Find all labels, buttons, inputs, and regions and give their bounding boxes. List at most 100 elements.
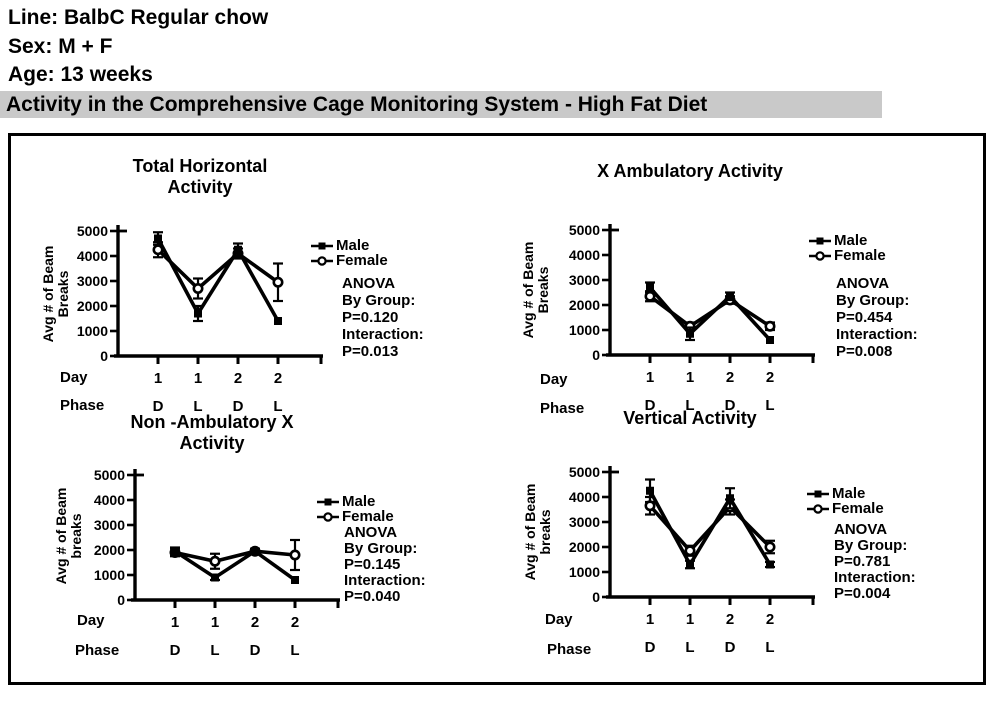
legend-female-row: Female: [310, 252, 388, 269]
legend-male-label: Male: [832, 485, 866, 502]
anova-interaction-p: P=0.013: [342, 343, 399, 360]
chart1-y-axis-label: Avg # of Beam Breaks: [40, 246, 71, 343]
y-tick-label: 5000: [94, 467, 125, 483]
female-marker-icon: [809, 250, 831, 261]
anova-interaction-p: P=0.040: [344, 588, 401, 605]
female-point-marker: [209, 555, 221, 567]
chart1-phase-row-label: Phase: [60, 397, 105, 414]
legend-female-label: Female: [832, 500, 884, 517]
phase-value: D: [170, 642, 181, 659]
y-tick-label: 2000: [94, 542, 125, 558]
series-line: [174, 549, 296, 564]
anova-group-label: By Group:: [834, 537, 908, 554]
anova-group-label: By Group:: [836, 292, 910, 309]
female-point-marker: [192, 283, 204, 295]
y-tick-label: 3000: [569, 272, 600, 288]
legend-male-row: Male: [310, 237, 388, 254]
chart3-plot: 0 1000 2000 3000 4000 5000 1 1 2 2 D L D L: [94, 467, 340, 659]
header-line-label: Line: BalbC Regular chow: [8, 6, 269, 29]
y-tick-label: 0: [117, 592, 125, 608]
chart4-legend: Male Female: [806, 485, 884, 517]
chart2-phase-row-label: Phase: [540, 400, 585, 417]
legend-male-label: Male: [336, 237, 370, 254]
phase-value: L: [273, 398, 282, 415]
male-point-marker: [251, 547, 259, 556]
chart2-anova-block: ANOVA By Group: P=0.454 Interaction: P=0…: [836, 275, 918, 360]
y-tick-label: 3000: [569, 514, 600, 530]
legend-male-row: Male: [806, 485, 884, 502]
phase-value: D: [725, 639, 736, 656]
chart3-day-row-label: Day: [77, 612, 105, 629]
legend-female-label: Female: [834, 247, 886, 264]
chart2-day-row-label: Day: [540, 371, 568, 388]
chart3-title-line: Activity: [179, 433, 245, 453]
y-tick-label: 4000: [77, 248, 108, 264]
y-axis-label-line: breaks: [537, 509, 553, 555]
male-point-marker: [646, 486, 654, 495]
series-line: [648, 489, 772, 569]
y-tick-label: 1000: [569, 564, 600, 580]
header-sex-label: Sex: M + F: [8, 35, 113, 58]
anova-group-p: P=0.120: [342, 309, 399, 326]
anova-interaction-label: Interaction:: [344, 572, 426, 589]
female-marker-icon: [317, 511, 339, 522]
day-value: 2: [274, 370, 282, 387]
chart2-legend: Male Female: [808, 232, 886, 264]
chart4-anova-block: ANOVA By Group: P=0.781 Interaction: P=0…: [834, 522, 916, 602]
male-point-marker: [726, 494, 734, 503]
legend-female-row: Female: [806, 500, 884, 517]
y-tick-label: 1000: [94, 567, 125, 583]
y-tick-label: 5000: [569, 464, 600, 480]
chart1-title-line: Activity: [167, 177, 233, 197]
series-line: [648, 286, 772, 342]
day-value: 1: [211, 614, 219, 631]
phase-value: L: [765, 397, 774, 414]
anova-heading: ANOVA: [342, 275, 396, 292]
chart2-plot: 0 1000 2000 3000 4000 5000 1 1 2 2 D L D L: [569, 222, 815, 414]
chart1-title: Total Horizontal Activity: [90, 156, 310, 198]
male-point-marker: [154, 234, 162, 243]
legend-male-label: Male: [342, 493, 376, 510]
anova-group-p: P=0.781: [834, 553, 891, 570]
male-point-marker: [291, 576, 299, 584]
y-axis-label-line: Avg # of Beam: [520, 241, 536, 339]
chart2-title: X Ambulatory Activity: [580, 161, 800, 182]
phase-value: L: [193, 398, 202, 415]
phase-value: L: [290, 642, 299, 659]
legend-female-label: Female: [336, 252, 388, 269]
male-point-marker: [686, 329, 694, 338]
anova-group-p: P=0.145: [344, 556, 401, 573]
anova-interaction-p: P=0.004: [834, 585, 891, 602]
anova-interaction-label: Interaction:: [834, 569, 916, 586]
anova-interaction-label: Interaction:: [342, 326, 424, 343]
y-axis-label-line: Avg # of Beam: [522, 483, 538, 581]
chart3-anova-block: ANOVA By Group: P=0.145 Interaction: P=0…: [344, 525, 426, 605]
anova-heading: ANOVA: [834, 521, 888, 538]
day-value: 2: [766, 611, 774, 628]
day-value: 2: [766, 369, 774, 386]
anova-heading: ANOVA: [344, 524, 398, 541]
anova-interaction-p: P=0.008: [836, 343, 893, 360]
male-marker-icon: [809, 237, 831, 244]
legend-male-row: Male: [316, 493, 394, 510]
male-marker-icon: [807, 490, 829, 497]
y-axis-label-line: Breaks: [535, 266, 551, 314]
y-tick-label: 4000: [94, 492, 125, 508]
y-tick-label: 2000: [569, 539, 600, 555]
male-point-marker: [766, 336, 774, 344]
day-value: 2: [251, 614, 259, 631]
chart4-y-axis-label: Avg # of Beam breaks: [522, 483, 553, 581]
chart1-title-line: Total Horizontal: [132, 156, 268, 176]
male-point-marker: [274, 317, 282, 325]
female-point-marker: [289, 549, 301, 561]
female-point-marker: [764, 541, 776, 553]
y-tick-label: 0: [592, 347, 600, 363]
female-marker-icon: [807, 503, 829, 514]
phase-value: D: [645, 397, 656, 414]
male-marker-icon: [311, 242, 333, 249]
phase-value: D: [725, 397, 736, 414]
series-line: [174, 549, 297, 582]
chart2-y-axis-label: Avg # of Beam Breaks: [520, 241, 551, 339]
chart1-plot: 0 1000 2000 3000 4000 5000 1 1 2 2 D L D L: [77, 223, 323, 415]
phase-value: L: [765, 639, 774, 656]
